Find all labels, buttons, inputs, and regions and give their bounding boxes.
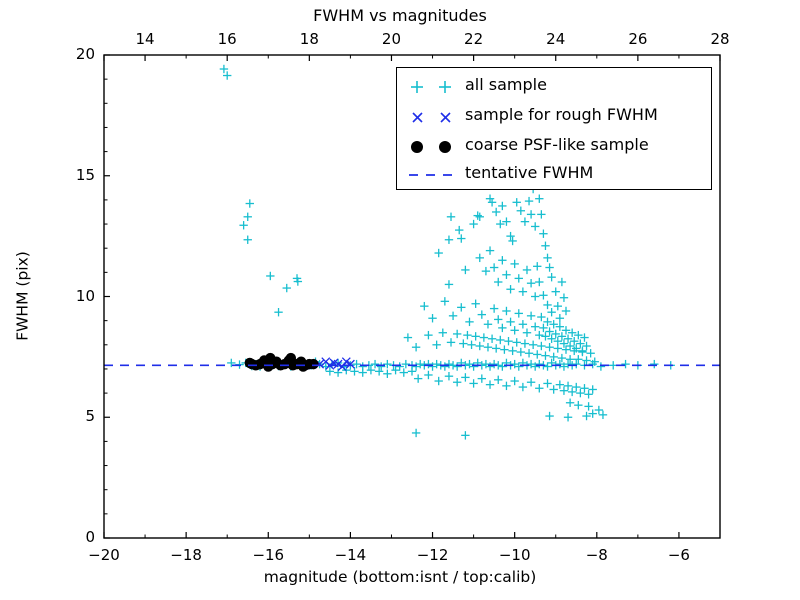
page-title: FWHM vs magnitudes bbox=[313, 6, 487, 25]
axis-tick-label: 20 bbox=[381, 30, 401, 48]
axis-tick-label: 26 bbox=[628, 30, 648, 48]
legend-item-tentative-fwhm: tentative FWHM bbox=[397, 160, 711, 190]
axis-tick-label: 18 bbox=[299, 30, 319, 48]
axis-tick-label: 0 bbox=[85, 528, 95, 546]
legend-item-psf-sample: coarse PSF-like sample bbox=[397, 132, 711, 162]
axis-tick-label: 15 bbox=[75, 165, 95, 184]
legend-label-all-sample: all sample bbox=[465, 75, 547, 94]
axis-tick-label: −20 bbox=[88, 546, 120, 564]
axis-tick-label: 20 bbox=[75, 45, 95, 63]
axis-tick-label: 24 bbox=[546, 30, 566, 48]
plus-icon bbox=[411, 81, 451, 93]
legend: all sample sample for rough FWHM bbox=[396, 67, 712, 190]
legend-label-rough-fwhm: sample for rough FWHM bbox=[465, 105, 658, 124]
axis-tick-label: 16 bbox=[217, 30, 237, 48]
legend-marker-tentative-fwhm bbox=[397, 160, 465, 190]
axis-tick-label: 10 bbox=[75, 286, 95, 305]
cross-icon bbox=[412, 112, 451, 123]
axis-tick-label: −18 bbox=[170, 546, 202, 564]
axis-tick-label: 22 bbox=[464, 30, 484, 48]
axis-tick-label: −16 bbox=[252, 546, 285, 564]
legend-item-rough-fwhm: sample for rough FWHM bbox=[397, 102, 711, 132]
axis-tick-label: 28 bbox=[710, 30, 730, 48]
legend-marker-psf-sample bbox=[397, 132, 465, 162]
axis-tick-label: −6 bbox=[667, 546, 690, 564]
legend-item-all-sample: all sample bbox=[397, 72, 711, 102]
axis-tick-label: −14 bbox=[334, 546, 367, 564]
legend-label-psf-sample: coarse PSF-like sample bbox=[465, 135, 649, 154]
axis-tick-label: −12 bbox=[416, 546, 449, 564]
dashed-line-icon bbox=[409, 174, 453, 176]
legend-label-tentative-fwhm: tentative FWHM bbox=[465, 163, 594, 182]
filled-circle-icon bbox=[411, 141, 451, 153]
axis-tick-label: −8 bbox=[585, 546, 608, 564]
axis-tick-label: 5 bbox=[85, 407, 95, 426]
x-axis-title: magnitude (bottom:isnt / top:calib) bbox=[263, 568, 537, 586]
axis-tick-label: 14 bbox=[135, 30, 155, 48]
axis-tick-label: −10 bbox=[498, 546, 531, 564]
legend-marker-all-sample bbox=[397, 72, 465, 102]
legend-marker-rough-fwhm bbox=[397, 102, 465, 132]
